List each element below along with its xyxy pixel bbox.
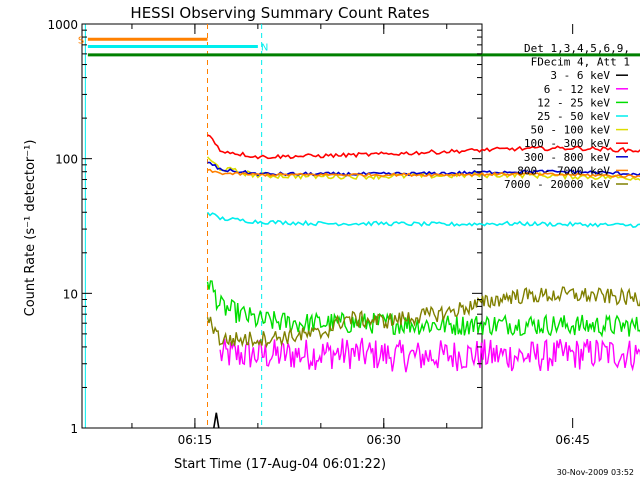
footer-timestamp: 30-Nov-2009 03:52	[556, 468, 634, 477]
series-line-0	[213, 412, 220, 429]
legend-label-7: 800 - 7000 keV	[517, 164, 610, 177]
series-line-5	[207, 134, 640, 160]
legend-label-5: 100 - 300 keV	[524, 137, 610, 150]
legend-header-1: FDecim 4, Att 1	[531, 56, 630, 69]
annotation-label-0: S	[78, 35, 84, 46]
series-line-3	[206, 211, 640, 229]
x-tick-label-0: 06:15	[178, 433, 213, 447]
y-tick-label-0: 1	[70, 422, 78, 436]
legend-label-8: 7000 - 20000 keV	[504, 178, 610, 191]
series-line-4	[206, 156, 640, 181]
legend-label-6: 300 - 800 keV	[524, 151, 610, 164]
series-lines	[206, 134, 640, 429]
series-line-2	[206, 280, 640, 338]
y-axis-label: Count Rate (s⁻¹ detector⁻¹)	[23, 140, 38, 317]
legend-header-0: Det 1,3,4,5,6,9,	[524, 42, 630, 55]
y-tick-label-1: 10	[63, 287, 78, 301]
annotation-label-1: N	[261, 43, 268, 54]
event-lines	[84, 24, 263, 428]
y-tick-label-2: 100	[55, 153, 78, 167]
chart-title: HESSI Observing Summary Count Rates	[130, 4, 429, 22]
series-line-8	[206, 286, 640, 349]
x-axis-label: Start Time (17-Aug-04 06:01:22)	[174, 457, 386, 472]
legend-label-3: 25 - 50 keV	[537, 110, 610, 123]
series-line-1	[219, 337, 640, 373]
legend: Det 1,3,4,5,6,9,FDecim 4, Att 13 - 6 keV…	[504, 42, 630, 191]
x-tick-label-2: 06:45	[555, 433, 590, 447]
plot-area	[81, 23, 483, 429]
y-tick-label-3: 1000	[47, 18, 78, 32]
legend-label-1: 6 - 12 keV	[544, 83, 611, 96]
legend-label-4: 50 - 100 keV	[531, 124, 611, 137]
x-tick-label-1: 06:30	[366, 433, 401, 447]
series-line-7	[207, 168, 640, 179]
legend-label-2: 12 - 25 keV	[537, 96, 610, 109]
plot-frame	[81, 23, 483, 429]
legend-label-0: 3 - 6 keV	[550, 69, 610, 82]
annotation-bars: SNRD0RD6	[78, 35, 640, 57]
